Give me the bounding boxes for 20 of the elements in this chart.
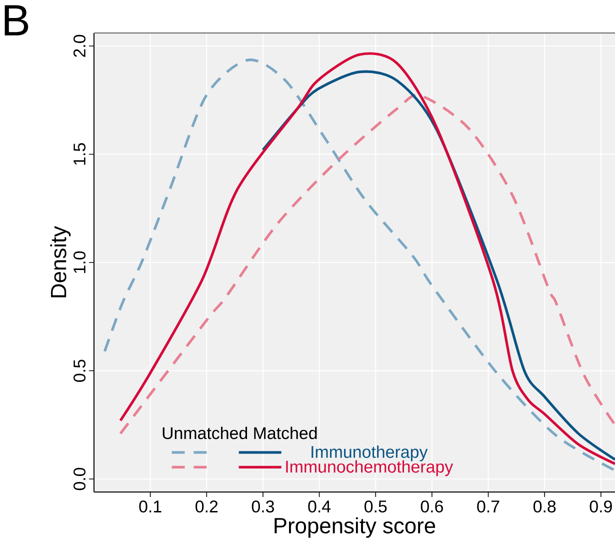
x-tick-label: 0.6 xyxy=(420,500,443,512)
y-tick-label: 0.0 xyxy=(74,468,86,490)
x-tick-label: 0.4 xyxy=(308,500,331,512)
y-tick-label: 1.0 xyxy=(74,251,86,273)
x-tick-label: 0.5 xyxy=(364,500,387,512)
legend-label: Immunotherapy xyxy=(312,446,428,462)
x-tick-label: 0.7 xyxy=(477,500,500,512)
y-tick-label: 1.5 xyxy=(74,143,86,165)
text: B xyxy=(4,5,28,36)
x-axis-title: Propensity score xyxy=(274,517,436,538)
y-tick-label: 0.5 xyxy=(74,360,86,382)
y-tick-label: 2.0 xyxy=(74,34,86,57)
x-tick-label: 0.3 xyxy=(252,500,274,512)
legend-label: Immunochemotherapy xyxy=(286,460,454,476)
x-tick-label: 0.8 xyxy=(533,500,556,512)
x-tick-label: 0.1 xyxy=(139,500,162,512)
legend-title: Unmatched Matched xyxy=(162,426,317,440)
x-tick-label: 0.9 xyxy=(590,500,612,512)
x-tick-label: 0.2 xyxy=(196,500,218,512)
y-axis-title: Density xyxy=(50,226,71,298)
